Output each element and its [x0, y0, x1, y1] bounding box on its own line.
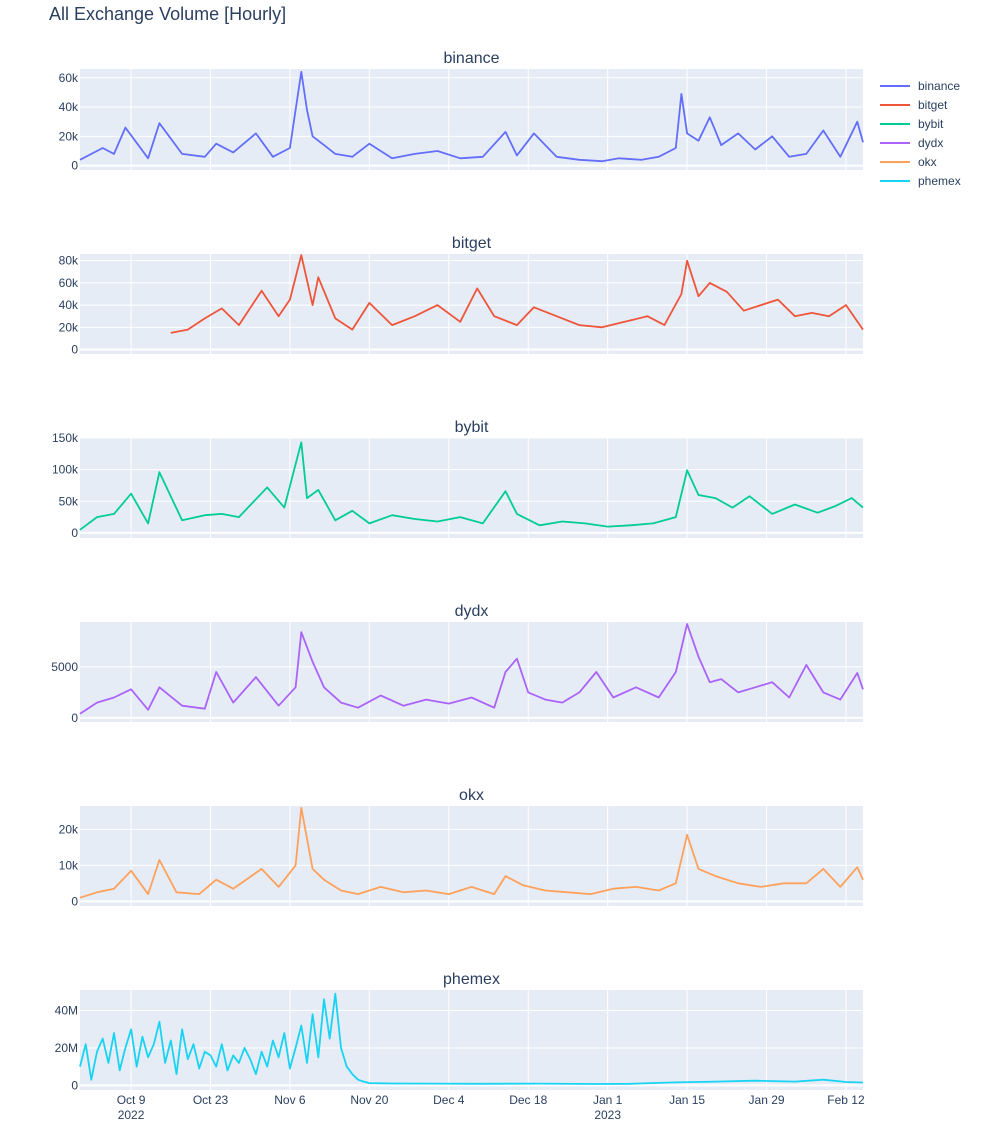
legend-label-bitget: bitget — [918, 97, 948, 112]
x-tick-year-label: 2022 — [118, 1108, 145, 1122]
legend-item-phemex[interactable]: phemex — [880, 171, 961, 190]
y-tick-label: 60k — [59, 276, 79, 290]
x-tick-label: Oct 23 — [193, 1093, 229, 1107]
x-tick-label: Jan 29 — [749, 1093, 785, 1107]
legend-swatch-binance — [880, 84, 910, 87]
y-tick-label: 0 — [71, 526, 78, 540]
y-tick-label: 20M — [55, 1041, 78, 1055]
x-tick-year-label: 2023 — [594, 1108, 621, 1122]
legend-item-dydx[interactable]: dydx — [880, 133, 961, 152]
y-tick-label: 10k — [59, 858, 79, 872]
legend-label-bybit: bybit — [918, 116, 944, 131]
legend-label-dydx: dydx — [918, 135, 944, 150]
y-tick-label: 40k — [59, 100, 79, 114]
x-tick-label: Jan 1 — [593, 1093, 623, 1107]
x-tick-label: Nov 6 — [274, 1093, 306, 1107]
plot-area-bitget — [80, 254, 863, 354]
subplot-title-bybit: bybit — [455, 419, 489, 436]
y-tick-label: 80k — [59, 254, 79, 268]
subplot-title-bitget: bitget — [452, 235, 492, 252]
subplot-title-dydx: dydx — [455, 603, 489, 620]
plot-area-binance — [80, 69, 863, 170]
series-line-phemex — [79, 992, 864, 1085]
y-tick-label: 0 — [71, 343, 78, 357]
y-tick-label: 0 — [71, 894, 78, 908]
x-tick-label: Dec 18 — [509, 1093, 547, 1107]
plot-area-phemex — [80, 990, 863, 1090]
y-tick-label: 50k — [59, 494, 79, 508]
y-tick-label: 40M — [55, 1004, 78, 1018]
y-tick-label: 20k — [59, 320, 79, 334]
x-tick-label: Nov 20 — [350, 1093, 388, 1107]
series-line-dydx — [79, 623, 864, 715]
plot-area-okx — [80, 806, 863, 906]
legend-swatch-phemex — [880, 179, 910, 182]
y-tick-label: 20k — [59, 822, 79, 836]
legend-item-binance[interactable]: binance — [880, 76, 961, 95]
subplot-title-phemex: phemex — [443, 971, 500, 988]
series-line-bybit — [79, 441, 864, 531]
x-tick-label: Dec 4 — [433, 1093, 465, 1107]
series-line-bitget — [170, 254, 864, 334]
y-tick-label: 150k — [52, 431, 79, 445]
legend-swatch-bybit — [880, 122, 910, 125]
legend-item-okx[interactable]: okx — [880, 152, 961, 171]
legend-item-bitget[interactable]: bitget — [880, 95, 961, 114]
subplot-title-okx: okx — [459, 787, 484, 804]
y-tick-label: 0 — [71, 711, 78, 725]
subplot-title-binance: binance — [443, 50, 499, 67]
series-line-binance — [79, 71, 864, 163]
legend-swatch-okx — [880, 160, 910, 163]
y-tick-label: 5000 — [51, 660, 78, 674]
legend-swatch-dydx — [880, 141, 910, 144]
legend-label-binance: binance — [918, 78, 961, 93]
legend-item-bybit[interactable]: bybit — [880, 114, 961, 133]
x-tick-label: Feb 12 — [827, 1093, 865, 1107]
x-tick-label: Jan 15 — [669, 1093, 705, 1107]
chart-title: All Exchange Volume [Hourly] — [49, 4, 287, 24]
legend-swatch-bitget — [880, 103, 910, 106]
y-tick-label: 0 — [71, 1078, 78, 1092]
series-line-okx — [79, 806, 864, 899]
legend-label-okx: okx — [918, 154, 937, 169]
y-tick-label: 40k — [59, 298, 79, 312]
y-tick-label: 100k — [52, 463, 79, 477]
legend-label-phemex: phemex — [918, 173, 961, 188]
plot-area-bybit — [80, 438, 863, 538]
legend[interactable]: binance bitget bybit dydx okx phemex — [880, 76, 961, 190]
x-tick-label: Oct 9 — [117, 1093, 146, 1107]
y-tick-label: 60k — [59, 71, 79, 85]
y-tick-label: 20k — [59, 129, 79, 143]
y-tick-label: 0 — [71, 159, 78, 173]
